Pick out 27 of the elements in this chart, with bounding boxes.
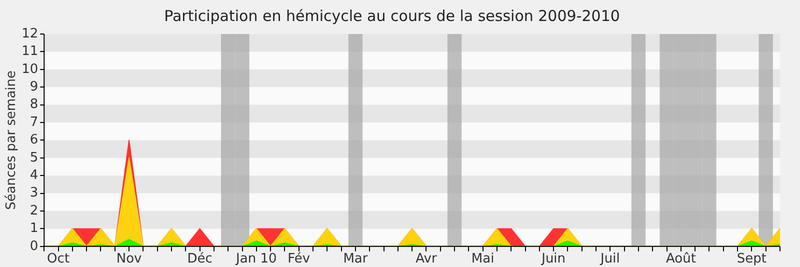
x-tick-label: Fév bbox=[288, 252, 310, 267]
y-tick-label: 9 bbox=[30, 79, 38, 94]
x-tick-label: Oct bbox=[47, 252, 70, 267]
y-tick-label: 4 bbox=[30, 168, 38, 183]
chart-title: Participation en hémicycle au cours de la session 2009-2010 bbox=[164, 6, 620, 25]
x-tick-label: Déc bbox=[187, 252, 212, 267]
y-tick-label: 11 bbox=[22, 44, 38, 60]
x-tick-label: Jan 10 bbox=[235, 252, 277, 267]
x-tick-label: Juin bbox=[540, 252, 566, 267]
y-tick-label: 2 bbox=[30, 203, 38, 218]
y-tick-label: 1 bbox=[30, 221, 38, 236]
y-axis-title: Séances par semaine bbox=[4, 70, 20, 210]
x-tick-label: Mar bbox=[343, 252, 368, 267]
y-tick-label: 8 bbox=[30, 97, 38, 112]
y-tick-label: 6 bbox=[30, 132, 38, 148]
x-tick-label: Juil bbox=[600, 252, 620, 267]
y-tick-label: 3 bbox=[30, 186, 38, 201]
x-tick-label: Sept bbox=[736, 252, 766, 267]
y-tick-label: 10 bbox=[22, 62, 38, 77]
x-tick-label: Avr bbox=[416, 252, 438, 267]
x-tick-label: Nov bbox=[116, 252, 142, 267]
x-tick-label: Août bbox=[666, 252, 696, 267]
y-tick-label: 12 bbox=[22, 26, 38, 42]
y-tick-label: 7 bbox=[30, 114, 38, 130]
y-tick-label: 0 bbox=[30, 238, 38, 254]
y-tick-label: 5 bbox=[30, 150, 38, 166]
x-tick-label: Mai bbox=[471, 252, 494, 267]
